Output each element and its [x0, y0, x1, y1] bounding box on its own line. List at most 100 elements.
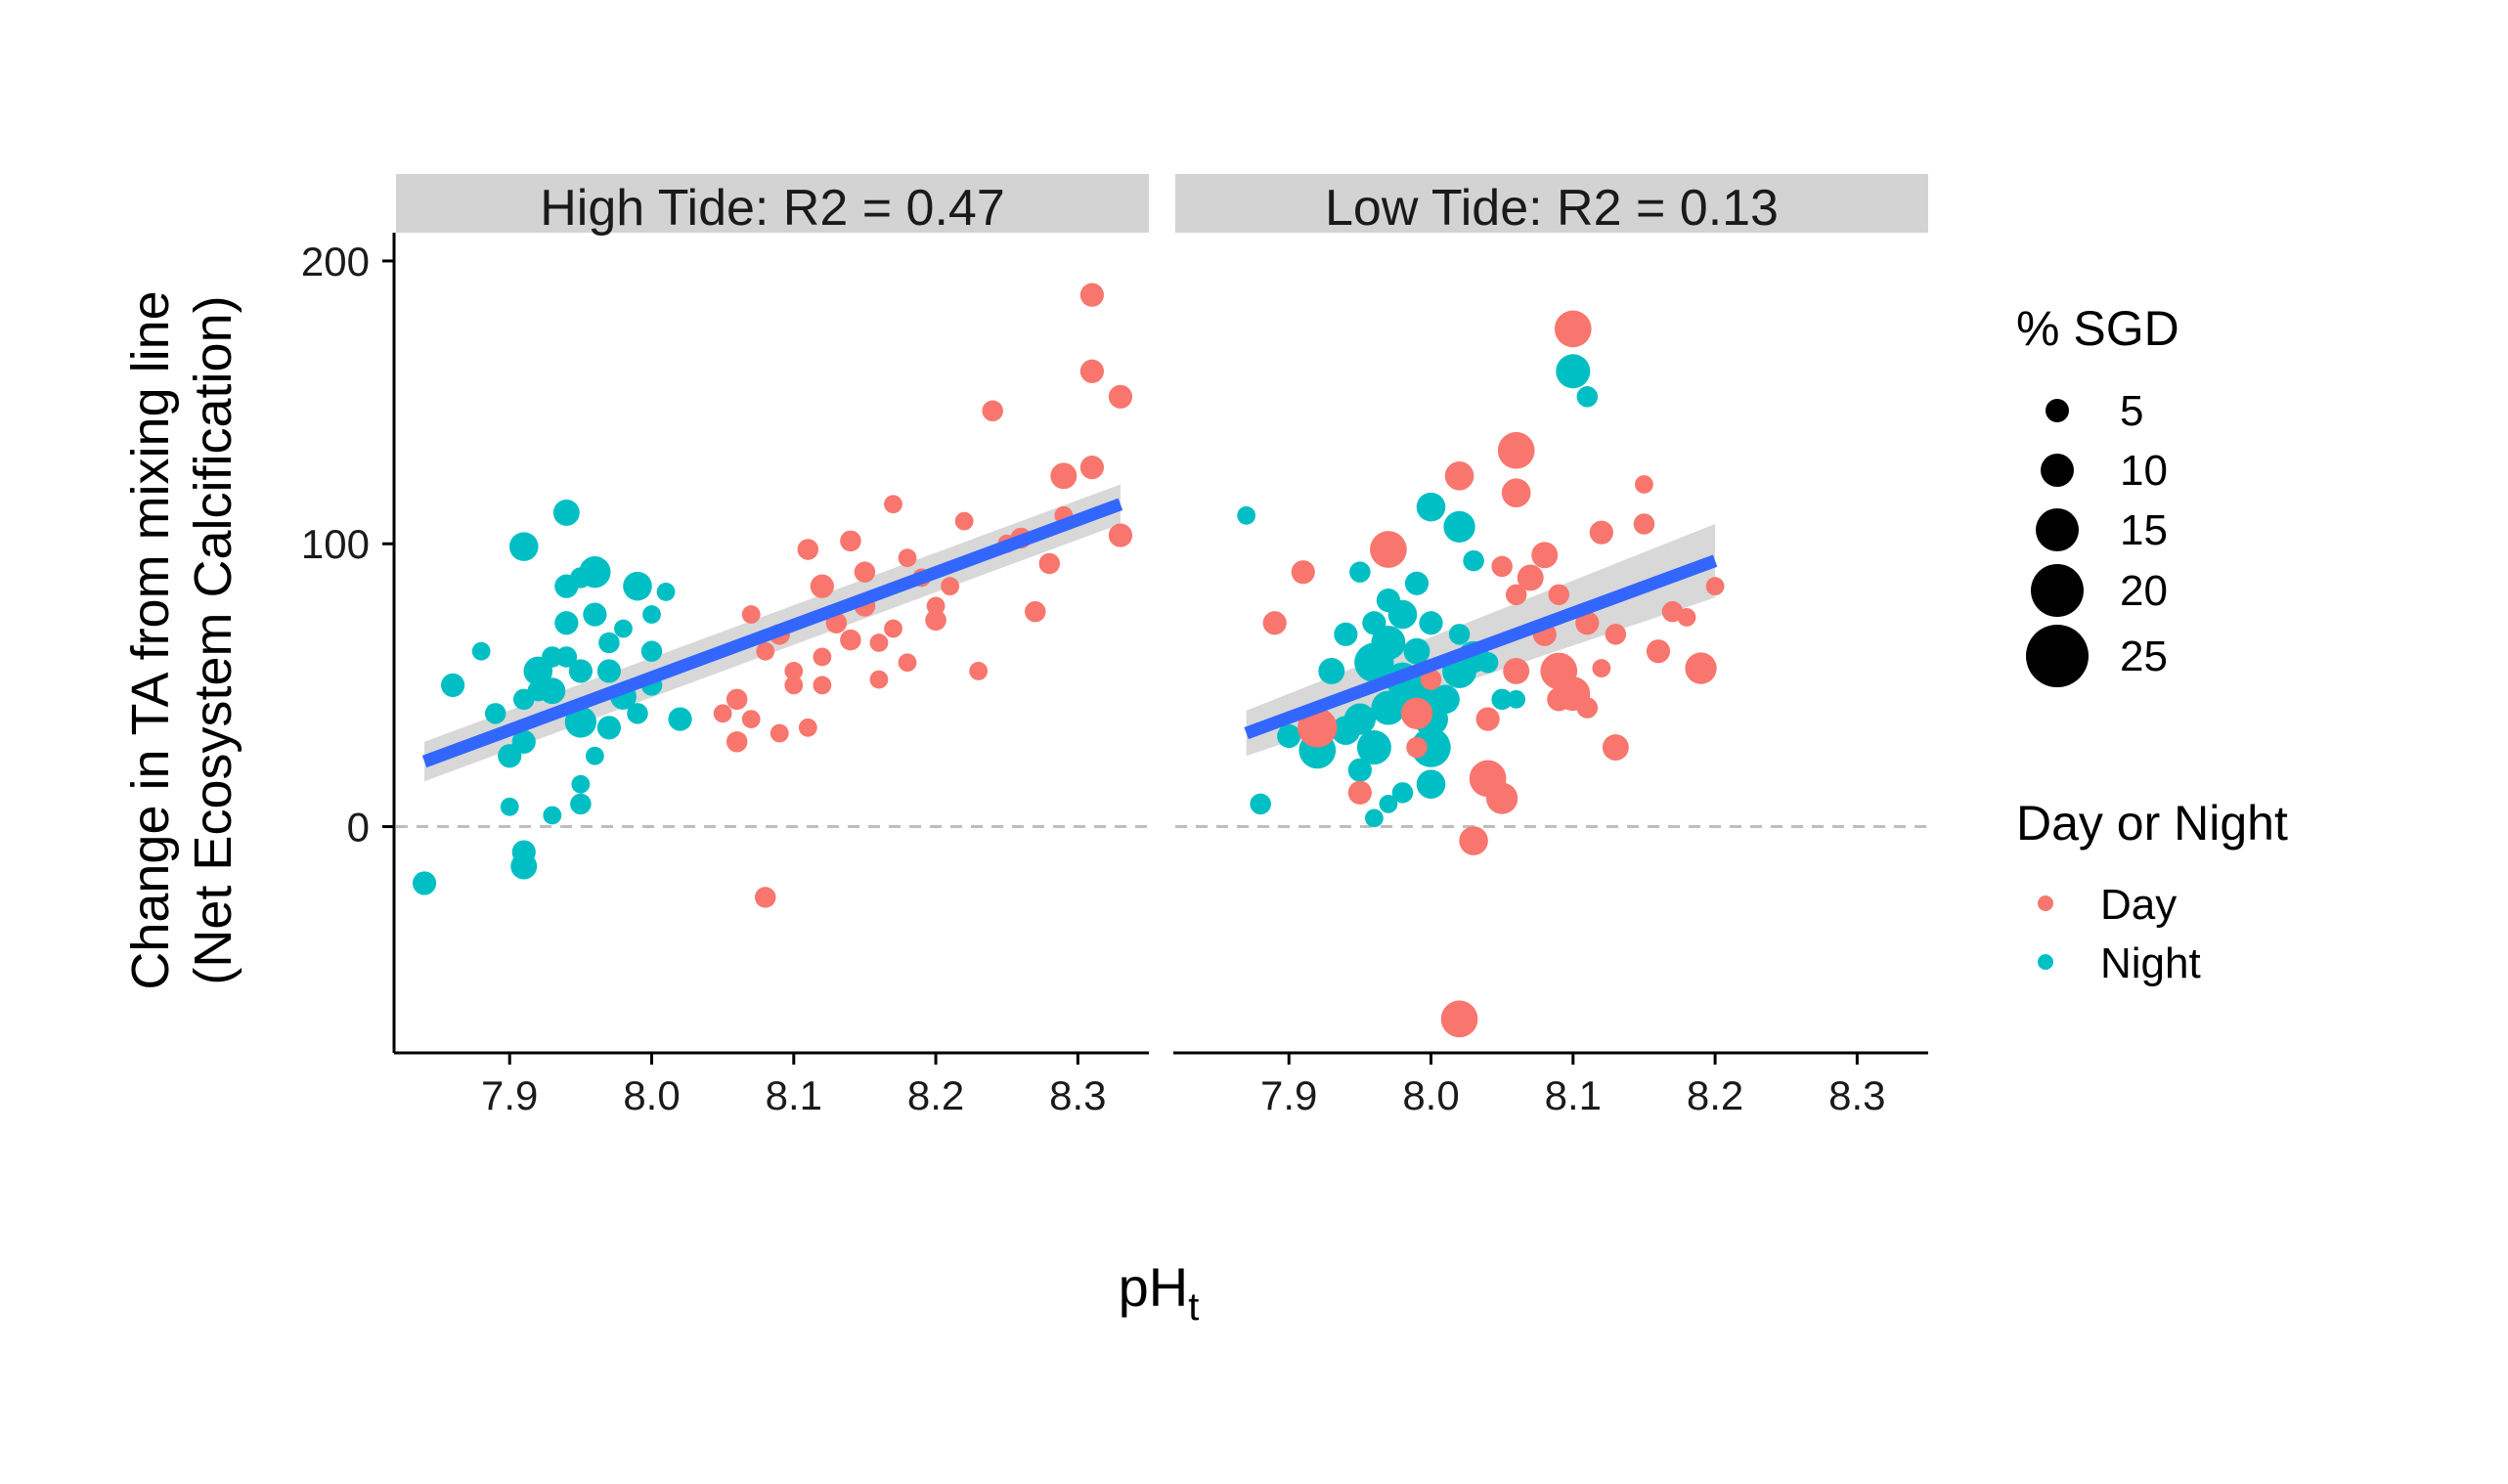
- points-high-tide: [412, 283, 1133, 908]
- data-point: [441, 673, 465, 697]
- data-point: [1364, 808, 1384, 828]
- data-point: [1503, 657, 1530, 684]
- legend-size-key: [2046, 399, 2069, 422]
- data-point: [598, 632, 620, 654]
- data-point: [1501, 478, 1531, 507]
- data-point: [784, 676, 804, 695]
- data-point: [1404, 571, 1430, 595]
- data-point: [1298, 708, 1338, 748]
- legend-size-label: 10: [2120, 447, 2168, 495]
- data-point: [1108, 523, 1133, 547]
- data-point: [570, 567, 592, 589]
- legend-size-key: [2031, 564, 2084, 617]
- x-tick-label: 8.3: [1049, 1072, 1106, 1118]
- data-point: [754, 887, 776, 908]
- data-point: [797, 539, 819, 560]
- data-point: [1605, 624, 1627, 645]
- data-point: [1685, 652, 1717, 684]
- data-point: [1491, 555, 1513, 578]
- legend-size-key: [2036, 508, 2079, 551]
- legend-day-label: Day: [2100, 881, 2177, 929]
- data-point: [1443, 510, 1475, 544]
- data-point: [1463, 549, 1484, 572]
- data-point: [614, 619, 633, 638]
- data-point: [1602, 734, 1629, 761]
- data-point: [813, 676, 832, 695]
- legend-day-key: [2038, 895, 2053, 911]
- data-point: [1108, 384, 1133, 409]
- data-point: [1592, 659, 1611, 677]
- x-ticks-high-tide: 7.9 8.0 8.1 8.2 8.3: [481, 1053, 1107, 1118]
- data-point: [1475, 707, 1500, 731]
- fit-line-low-tide: [1244, 554, 1718, 740]
- data-point: [656, 583, 676, 601]
- data-point: [1291, 560, 1315, 585]
- data-point: [583, 602, 607, 627]
- data-point: [1362, 611, 1386, 635]
- data-point: [869, 633, 889, 652]
- data-point: [568, 659, 593, 683]
- y-axis-title-line2: (Net Ecosystem Calcification): [184, 295, 242, 984]
- data-point: [1440, 1000, 1478, 1038]
- legend-size-key: [2041, 454, 2074, 487]
- data-point: [1318, 657, 1345, 684]
- x-axis-title-main: pH: [1119, 1256, 1189, 1318]
- data-point: [926, 596, 946, 616]
- data-point: [484, 703, 506, 724]
- x-tick-label: 8.3: [1828, 1072, 1885, 1118]
- data-point: [1556, 354, 1591, 389]
- legend-size-items: 5 10 15 20 25: [2026, 387, 2168, 687]
- legend-size-label: 20: [2120, 567, 2168, 615]
- data-point: [1419, 611, 1443, 635]
- data-point: [798, 718, 817, 737]
- data-point: [1354, 642, 1394, 682]
- x-tick-label: 7.9: [481, 1072, 538, 1118]
- legend-color-title: Day or Night: [2016, 796, 2288, 851]
- data-point: [508, 532, 539, 561]
- panel-title-high-tide: High Tide: R2 = 0.47: [540, 180, 1005, 237]
- data-point: [642, 605, 661, 624]
- data-point: [471, 641, 491, 661]
- data-point: [523, 656, 553, 686]
- data-point: [1448, 624, 1471, 645]
- data-point: [555, 646, 578, 668]
- data-point: [564, 706, 597, 738]
- data-point: [713, 704, 732, 723]
- data-point: [1370, 531, 1407, 568]
- panel-strip-low-tide: [1175, 174, 1928, 233]
- data-point: [1635, 475, 1653, 494]
- data-point: [668, 707, 692, 731]
- y-tick-label: 0: [347, 805, 370, 851]
- legend-size-label: 5: [2120, 387, 2143, 435]
- data-point: [500, 797, 519, 816]
- data-point: [1576, 697, 1599, 719]
- data-point: [1391, 782, 1414, 804]
- fit-ribbon-low-tide: [1246, 523, 1716, 757]
- data-point: [1349, 561, 1371, 583]
- data-point: [554, 611, 579, 635]
- data-point: [1589, 520, 1613, 545]
- data-point: [513, 688, 535, 711]
- data-point: [1486, 782, 1518, 814]
- data-point: [1237, 505, 1256, 525]
- x-axis-title-subscript: t: [1188, 1286, 1199, 1329]
- data-point: [1416, 769, 1446, 799]
- data-point: [925, 609, 946, 632]
- data-point: [1575, 611, 1600, 635]
- data-point: [854, 561, 876, 583]
- data-point: [1531, 542, 1559, 569]
- data-point: [1079, 359, 1104, 383]
- data-point: [1491, 688, 1513, 711]
- data-point: [1277, 723, 1301, 749]
- data-point: [954, 511, 974, 531]
- y-ticks: 0 100 200: [301, 239, 394, 851]
- panel-strip-high-tide: [396, 174, 1149, 233]
- data-point: [1633, 513, 1655, 535]
- x-tick-label: 8.0: [1402, 1072, 1459, 1118]
- data-point: [1677, 608, 1696, 627]
- data-point: [898, 653, 917, 673]
- data-point: [498, 744, 522, 768]
- x-tick-label: 8.0: [623, 1072, 680, 1118]
- data-point: [543, 806, 562, 825]
- panel-title-low-tide: Low Tide: R2 = 0.13: [1325, 180, 1779, 237]
